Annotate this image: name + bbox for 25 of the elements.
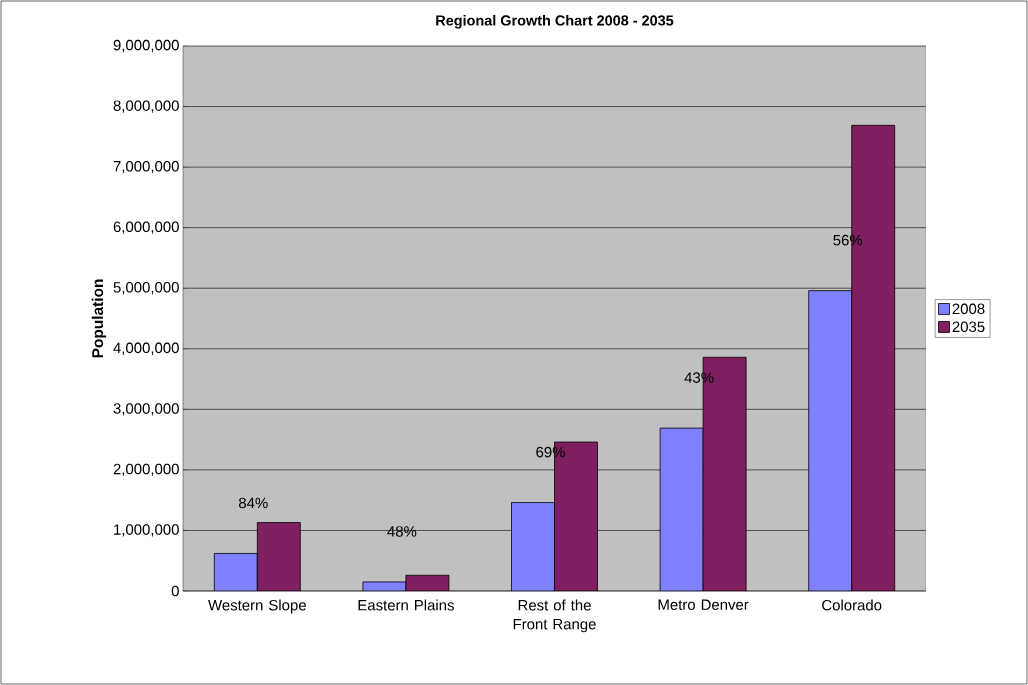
y-tick-label: 0	[171, 585, 179, 597]
y-tick-label: 3,000,000	[113, 403, 179, 416]
y-axis-title: Population	[91, 279, 107, 358]
x-tick-label: Western Slope	[208, 599, 306, 614]
y-tick-label: 1,000,000	[114, 524, 179, 537]
y-tick-label: 9,000,000	[113, 39, 179, 53]
y-tick-label: 4,000,000	[113, 342, 179, 355]
y-tick-label: 8,000,000	[113, 100, 179, 113]
x-tick-label: Colorado	[822, 599, 882, 611]
x-tick-label: Metro Denver	[658, 599, 749, 610]
y-tick-label: 5,000,000	[113, 282, 179, 295]
bar	[256, 522, 301, 591]
x-tick-label: Rest of the Front Range	[513, 599, 596, 633]
bar	[808, 290, 853, 591]
legend-label: 2008	[952, 303, 985, 315]
bar	[511, 502, 555, 591]
y-tick-label: 7,000,000	[113, 160, 179, 174]
annotation: 84%	[239, 497, 268, 509]
y-tick-label: 6,000,000	[113, 221, 179, 234]
x-tick-label: Eastern Plains	[358, 599, 454, 611]
y-tick-label: 2,000,000	[113, 463, 179, 477]
bar	[659, 427, 704, 591]
legend-label: 2035	[952, 321, 985, 333]
bar	[213, 553, 258, 591]
chart-title: Regional Growth Chart 2008 - 2035	[436, 14, 674, 29]
